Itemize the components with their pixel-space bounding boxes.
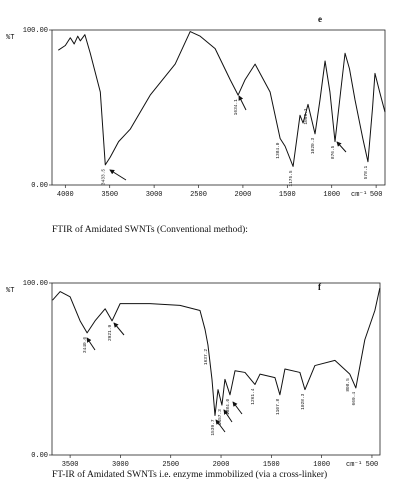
peak-label: 1028.3 [300,393,306,410]
panel-label: f [318,282,322,292]
peak-label: 1099.1 [303,108,309,125]
x-tick-label: 500 [370,191,383,199]
peak-label: 1384.0 [225,399,231,416]
x-tick-label: 3000 [112,461,129,469]
spectrum-line [52,288,381,416]
arrow [336,141,347,153]
arrows [86,95,347,433]
peak-label: 1020.3 [310,138,316,155]
peak-label: 3440.6 [82,337,88,354]
x-tick-label: 3500 [101,191,118,199]
peak-label: 669.4 [351,392,357,406]
peak-label: 876.5 [330,145,336,159]
peak-label: 1175.5 [288,170,294,187]
peak-label: 1539.7 [210,419,216,436]
x-tick-label: 3000 [146,191,163,199]
peak-label: 3433.5 [100,169,106,186]
x-tick-label: 2500 [162,461,179,469]
y-axis-label: %T [6,287,14,295]
x-tick-label: 3500 [62,461,79,469]
arrow [113,322,125,336]
plot-frame [51,29,386,186]
y-tick-label: 100.00 [23,27,48,35]
peak-label: 1637.2 [203,349,209,366]
x-tick-label: 1000 [313,461,330,469]
y-tick-label: 100.00 [23,280,48,288]
spectrum-line [58,31,386,167]
x-tick-label: 2000 [213,461,230,469]
plot-frame [51,282,381,456]
y-tick-label: 0.00 [31,182,48,190]
peak-label: 2921.9 [107,325,113,342]
y-tick-label: 0.00 [31,452,48,460]
chart-title: FT-IR of Amidated SWNTs i.e. enzyme immo… [52,469,327,480]
y-axis-label: %T [6,34,14,42]
arrow [223,409,233,423]
arrow [109,169,127,181]
x-tick-label: 1500 [263,461,280,469]
peak-label: 578.1 [363,165,369,179]
x-tick-label: 2000 [235,191,252,199]
x-tick-label: 1000 [323,191,340,199]
peak-label: 1457.3 [217,409,223,426]
arrow [215,419,226,433]
peak-label: 1384.0 [275,142,281,159]
chart-title: FTIR of Amidated SWNTs (Conventional met… [52,224,248,235]
x-axis-label: cm⁻¹ [346,461,362,469]
x-tick-label: 2500 [190,191,207,199]
x-tick-label: 1500 [279,191,296,199]
arrow [86,337,96,351]
peak-label: 1634.1 [233,99,239,116]
panel-label: e [318,14,322,24]
peak-label: 808.5 [345,378,351,392]
arrow [238,95,247,111]
x-tick-label: 4000 [57,191,74,199]
peak-label: 1107.8 [275,399,281,416]
x-tick-label: 500 [366,461,379,469]
arrow [232,401,243,415]
peak-label: 1261.4 [250,388,256,405]
x-axis-label: cm⁻¹ [351,191,367,199]
